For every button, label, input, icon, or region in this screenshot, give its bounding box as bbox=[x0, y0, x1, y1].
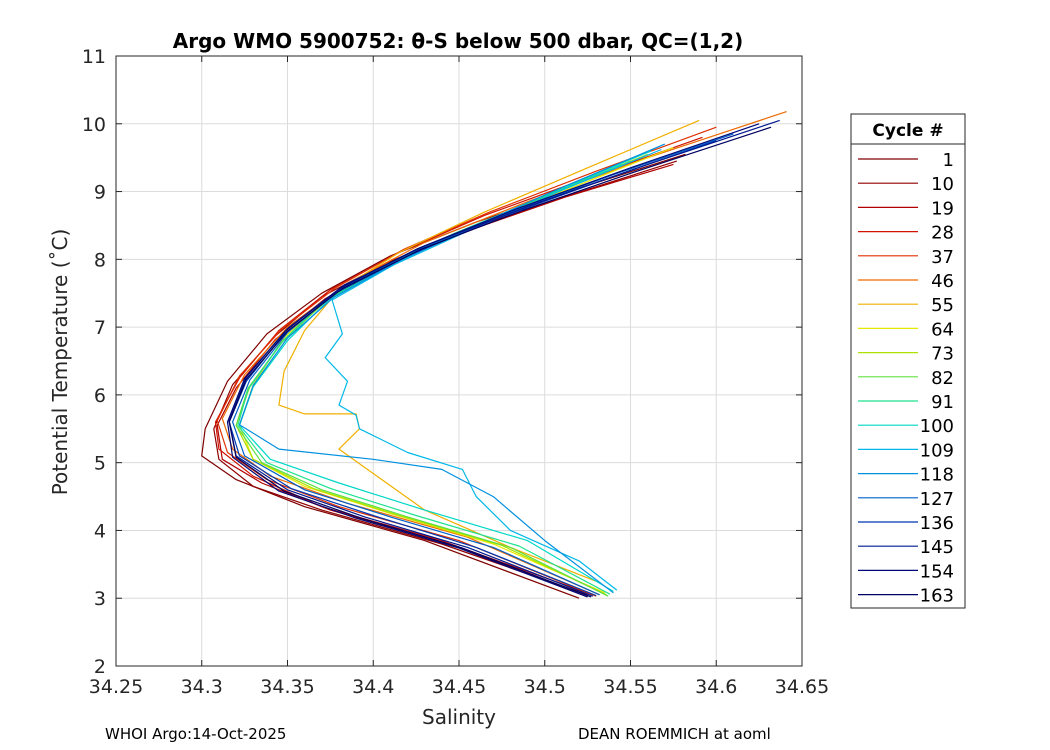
series-line-cycle-136 bbox=[228, 140, 717, 597]
series-line-cycle-46 bbox=[221, 111, 787, 596]
legend-label: 55 bbox=[931, 295, 954, 316]
legend-item: 73 bbox=[858, 344, 954, 365]
y-tick-label: 2 bbox=[94, 656, 106, 678]
series-line-cycle-127 bbox=[232, 133, 734, 596]
legend-item: 163 bbox=[858, 586, 954, 607]
legend-item: 109 bbox=[858, 440, 954, 461]
legend-label: 100 bbox=[920, 416, 954, 437]
legend-item: 136 bbox=[858, 513, 954, 534]
legend-label: 127 bbox=[920, 489, 954, 510]
series-line-cycle-55 bbox=[278, 119, 700, 582]
legend-label: 64 bbox=[931, 319, 954, 340]
series-line-cycle-118 bbox=[238, 143, 666, 594]
legend-label: 118 bbox=[920, 465, 954, 486]
legend-label: 46 bbox=[931, 271, 954, 292]
y-tick-label: 4 bbox=[94, 520, 106, 542]
legend-item: 28 bbox=[858, 223, 954, 244]
series-line-cycle-100 bbox=[238, 150, 652, 592]
legend-item: 100 bbox=[858, 416, 954, 437]
x-tick-label: 34.6 bbox=[695, 676, 737, 698]
y-tick-label: 5 bbox=[94, 453, 106, 475]
legend-box bbox=[850, 113, 966, 609]
series-line-cycle-1 bbox=[201, 153, 686, 599]
y-axis-label: Potential Temperature (˚C) bbox=[48, 229, 72, 496]
legend-label: 145 bbox=[920, 537, 954, 558]
x-axis-label: Salinity bbox=[422, 705, 496, 729]
legend: Cycle # 1 10 19 28 37 46 55 64 73 82 91 100 109 118 12… bbox=[850, 113, 966, 609]
series-line-cycle-154 bbox=[226, 123, 760, 598]
x-tick-label: 34.5 bbox=[524, 676, 566, 698]
legend-item: 127 bbox=[858, 489, 954, 510]
legend-label: 136 bbox=[920, 513, 954, 534]
legend-label: 154 bbox=[920, 561, 954, 582]
footer-operator: DEAN ROEMMICH at aoml bbox=[578, 725, 771, 743]
y-tick-label: 11 bbox=[82, 46, 106, 68]
legend-item: 118 bbox=[858, 465, 954, 486]
series-lines bbox=[201, 111, 787, 599]
series-line-cycle-91 bbox=[237, 163, 623, 595]
legend-label: 82 bbox=[931, 368, 954, 389]
x-tick-label: 34.45 bbox=[432, 676, 486, 698]
series-line-cycle-109 bbox=[324, 148, 662, 591]
x-tick-label: 34.65 bbox=[775, 676, 829, 698]
legend-label: 91 bbox=[931, 392, 954, 413]
legend-label: 37 bbox=[931, 247, 954, 268]
legend-title: Cycle # bbox=[872, 121, 943, 141]
series-line-cycle-37 bbox=[216, 126, 717, 597]
y-axis-ticks: 2 3 4 5 6 7 8 9 10 11 bbox=[82, 46, 802, 678]
footer-source: WHOI Argo:14-Oct-2025 bbox=[105, 725, 287, 743]
x-tick-label: 34.55 bbox=[603, 676, 657, 698]
legend-item: 82 bbox=[858, 368, 954, 389]
x-tick-label: 34.25 bbox=[89, 676, 143, 698]
y-tick-label: 3 bbox=[94, 588, 106, 610]
y-tick-label: 10 bbox=[82, 114, 106, 136]
legend-label: 109 bbox=[920, 440, 954, 461]
legend-item: 91 bbox=[858, 392, 954, 413]
legend-label: 73 bbox=[931, 344, 954, 365]
legend-item: 55 bbox=[858, 295, 954, 316]
series-line-cycle-64 bbox=[238, 146, 674, 594]
legend-item: 1 bbox=[858, 150, 954, 171]
legend-items: 1 10 19 28 37 46 55 64 73 82 91 100 109 118 127 136 145 1… bbox=[858, 150, 954, 607]
legend-label: 28 bbox=[931, 223, 954, 244]
series-line-cycle-163 bbox=[228, 126, 772, 598]
y-tick-label: 6 bbox=[94, 385, 106, 407]
legend-label: 163 bbox=[920, 586, 954, 607]
x-tick-label: 34.35 bbox=[260, 676, 314, 698]
legend-item: 154 bbox=[858, 561, 954, 582]
x-tick-label: 34.3 bbox=[181, 676, 223, 698]
x-tick-label: 34.4 bbox=[352, 676, 394, 698]
y-tick-label: 9 bbox=[94, 182, 106, 204]
legend-item: 145 bbox=[858, 537, 954, 558]
legend-label: 1 bbox=[943, 150, 954, 171]
legend-item: 46 bbox=[858, 271, 954, 292]
legend-label: 10 bbox=[931, 174, 954, 195]
y-tick-label: 8 bbox=[94, 249, 106, 271]
legend-item: 64 bbox=[858, 319, 954, 340]
grid-lines bbox=[115, 55, 803, 667]
y-tick-label: 7 bbox=[94, 317, 106, 339]
legend-item: 37 bbox=[858, 247, 954, 268]
legend-item: 19 bbox=[858, 198, 954, 219]
legend-label: 19 bbox=[931, 198, 954, 219]
chart-title: Argo WMO 5900752: θ-S below 500 dbar, QC… bbox=[173, 29, 743, 53]
x-axis-ticks: 34.25 34.3 34.35 34.4 34.45 34.5 34.55 34.6 34.6… bbox=[89, 56, 829, 698]
legend-item: 10 bbox=[858, 174, 954, 195]
